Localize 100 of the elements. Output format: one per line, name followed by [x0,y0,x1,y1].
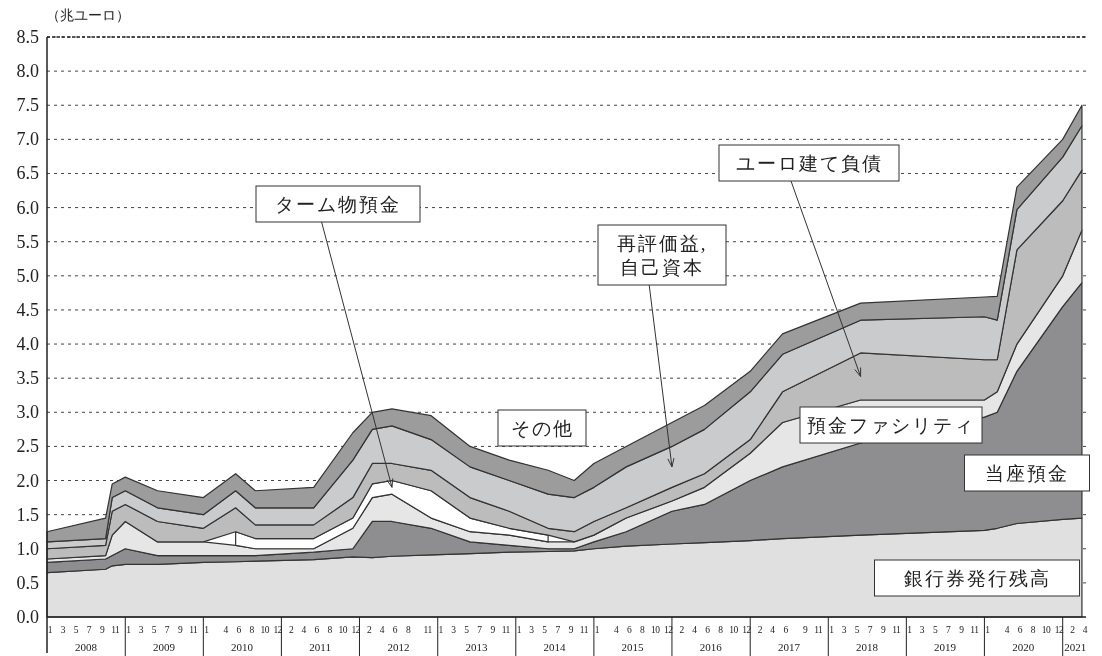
x-tick-label: 10 [651,625,661,635]
x2-tick-label: 2010 [231,641,254,653]
x2-tick-label: 2015 [621,641,645,653]
x2-tick-label: 2020 [1012,641,1035,653]
y-tick-label: 8.5 [16,27,39,47]
x-tick-label: 1 [126,625,132,635]
x-tick-label: 5 [932,625,938,635]
x-tick-label: 4 [1004,625,1010,635]
x-tick-label: 5 [151,625,157,635]
x-tick-label: 11 [111,625,121,635]
y-tick-label: 0.5 [16,572,39,593]
x-tick-label: 1 [438,625,444,635]
x-tick-label: 3 [841,625,847,635]
x2-tick-label: 2016 [699,641,723,653]
x-tick-label: 9 [568,625,574,635]
x-tick-label: 10 [1041,625,1052,635]
series-label: 銀行券発行残高 [903,568,1051,589]
series-label: その他 [510,418,574,439]
series-label: 当座預金 [985,463,1069,484]
x-tick-label: 4 [379,625,385,635]
x-tick-label: 3 [529,625,535,635]
y-tick-label: 3.0 [16,402,39,423]
x-tick-label: 11 [970,625,980,635]
x-tick-label: 10 [260,625,270,635]
x-tick-label: 8 [405,625,411,635]
x-tick-label: 9 [803,625,809,635]
x-tick-label: 4 [692,625,698,635]
x-tick-label: 11 [423,625,433,635]
x-tick-label: 4 [301,625,307,635]
x2-tick-label: 2012 [387,641,410,653]
y-tick-label: 6.5 [16,163,39,184]
x2-tick-label: 2014 [543,641,567,653]
y-tick-label: 7.5 [16,95,39,116]
x-tick-label: 7 [945,625,951,635]
x2-tick-label: 2009 [152,641,176,653]
y-tick-label: 1.5 [16,504,39,525]
x-tick-label: 3 [60,625,66,635]
x-tick-label: 9 [959,625,965,635]
x-tick-label: 2 [1070,625,1076,635]
x-tick-label: 3 [919,625,925,635]
x-tick-label: 6 [627,625,633,635]
x-tick-label: 2 [757,625,763,635]
x-tick-label: 5 [542,625,548,635]
x-tick-label: 6 [314,625,320,635]
x-tick-label: 1 [516,625,522,635]
x-tick-label: 9 [881,625,887,635]
x-tick-label: 1 [47,625,53,635]
x-tick-label: 2 [288,625,294,635]
x-tick-label: 9 [490,625,496,635]
x-tick-label: 1 [829,625,835,635]
x-tick-label: 6 [783,625,789,635]
y-tick-label: 4.5 [16,299,39,320]
x-tick-label: 1 [907,625,913,635]
x-tick-label: 8 [249,625,255,635]
x-tick-label: 9 [100,625,106,635]
y-tick-label: 6.0 [16,197,39,218]
y-axis-title: （兆ユーロ） [46,8,130,23]
x-tick-label: 7 [86,625,92,635]
x-tick-label: 6 [236,625,242,635]
x2-tick-label: 2011 [309,641,331,653]
y-tick-label: 3.5 [16,368,39,389]
x2-tick-label: 2019 [934,641,957,653]
x-tick-label: 11 [501,625,511,635]
x-tick-label: 10 [338,625,348,635]
x-tick-label: 1 [204,625,210,635]
x-tick-label: 4 [770,625,776,635]
x2-tick-label: 2021 [1064,641,1087,653]
y-tick-label: 4.0 [16,334,39,355]
x-tick-label: 5 [73,625,79,635]
x-tick-label: 6 [392,625,398,635]
x-tick-label: 1 [985,625,991,635]
series-label: 預金ファシリティ [807,415,975,436]
x-tick-label: 8 [1030,625,1036,635]
x-tick-label: 7 [867,625,873,635]
x-tick-label: 5 [464,625,470,635]
x2-tick-label: 2018 [855,641,879,653]
x-tick-label: 6 [705,625,711,635]
x-tick-label: 3 [138,625,144,635]
x-tick-label: 11 [892,625,902,635]
x2-tick-label: 2017 [777,641,801,653]
x-tick-label: 8 [640,625,646,635]
x-tick-label: 11 [189,625,199,635]
x-tick-label: 8 [327,625,333,635]
y-tick-label: 0.0 [16,607,39,627]
x-tick-label: 10 [729,625,739,635]
x-tick-label: 4 [613,625,619,635]
y-tick-label: 2.5 [16,436,39,457]
x2-tick-label: 2013 [465,641,488,653]
x-tick-label: 2 [366,625,372,635]
y-tick-label: 1.0 [16,538,39,559]
x-tick-label: 4 [1082,625,1088,635]
x-tick-label: 5 [854,625,860,635]
x-tick-label: 2 [679,625,685,635]
x-tick-label: 6 [1017,625,1023,635]
x-tick-label: 7 [164,625,170,635]
x-tick-label: 9 [178,625,184,635]
x-tick-label: 11 [814,625,824,635]
y-tick-label: 5.5 [16,231,39,252]
x2-tick-label: 2008 [74,641,98,653]
y-tick-label: 7.0 [16,129,39,150]
